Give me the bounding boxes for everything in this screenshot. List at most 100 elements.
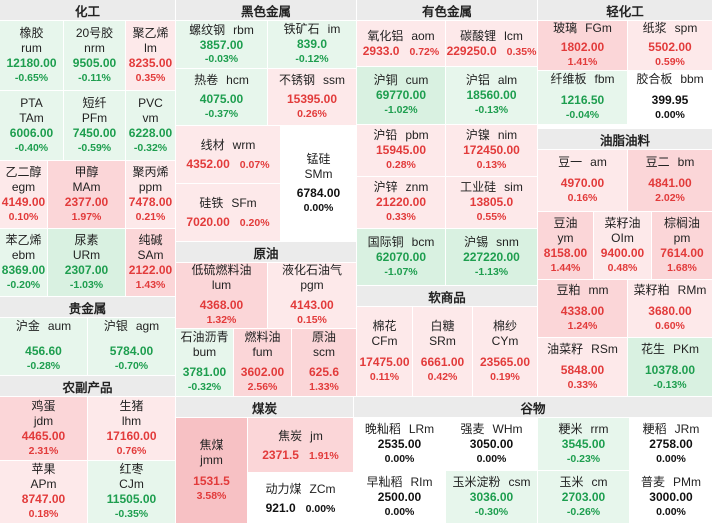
code: fbm [594,72,615,86]
tile-oim[interactable]: 菜籽油 OIm 9400.00 0.48% [594,212,652,280]
tile-snm[interactable]: 沪锡 snm 227220.00 -1.13% [446,229,538,286]
tile-ssm[interactable]: 不锈钢 ssm 15395.00 0.26% [268,69,357,126]
tile-rmm[interactable]: 菜籽粕 RMm 3680.00 0.60% [628,280,713,338]
tile-pbm[interactable]: 沪铅 pbm 15945.00 0.28% [357,125,446,177]
tile-urm[interactable]: 尿素 URm 2307.00 -1.03% [48,229,126,297]
tile-hcm[interactable]: 热卷 hcm 4075.00 -0.37% [176,69,268,126]
tile-fum[interactable]: 燃料油 fum 3602.00 2.56% [234,329,292,397]
tile-cm[interactable]: 玉米 cm 2703.00 -0.26% [538,471,630,524]
name: 花生 [640,341,665,356]
tile-nrm[interactable]: 20号胶 nrm 9505.00 -0.11% [64,21,126,91]
tile-alm[interactable]: 沪铝 alm 18560.00 -0.13% [446,67,538,125]
tile-agm[interactable]: 沪银 agm 5784.00 -0.70% [88,318,176,376]
code: pm [673,230,691,245]
tile-bbm[interactable]: 胶合板 bbm 399.95 0.00% [628,71,713,125]
tile-lhm[interactable]: 生猪 lhm 17160.00 0.76% [88,397,176,461]
tile-sfm[interactable]: 硅铁 SFm 7020.00 0.20% [176,184,281,242]
change: 0.35% [135,71,166,84]
tile-ppm[interactable]: 聚丙烯 ppm 7478.00 0.21% [126,161,176,229]
change: 0.48% [607,261,638,274]
tile-rbm[interactable]: 螺纹钢 rbm 3857.00 -0.03% [176,21,268,69]
tile-apm[interactable]: 苹果 APm 8747.00 0.18% [0,461,88,524]
price: 69770.00 [375,88,427,102]
tile-scm[interactable]: 原油 scm 625.6 1.33% [292,329,357,397]
value-row: 4352.00 0.07% [186,157,269,171]
value-row: 229250.0 0.35% [447,44,537,58]
tile-wrm[interactable]: 线材 wrm 4352.00 0.07% [176,126,281,184]
change: 0.00% [655,109,685,121]
tile-ym[interactable]: 豆油 ym 8158.00 1.44% [538,212,594,280]
tile-rsm[interactable]: 油菜籽 RSm 5848.00 0.33% [538,338,628,397]
tile-mam[interactable]: 甲醇 MAm 2377.00 1.97% [48,161,126,229]
code: vm [142,110,159,125]
change: -0.13% [653,378,687,391]
tile-im[interactable]: 铁矿石 im 839.0 -0.12% [268,21,357,69]
change: 1.41% [567,56,598,68]
tile-spm[interactable]: 纸浆 spm 5502.00 0.59% [628,21,713,71]
code: bum [192,345,217,359]
tile-fgm[interactable]: 玻璃 FGm 1802.00 1.41% [538,21,628,71]
name-row: 玉米 cm [559,475,607,490]
tile-lum[interactable]: 低硫燃料油 lum 4368.00 1.32% [176,263,268,329]
price: 1531.5 [193,473,230,488]
tile-csm[interactable]: 玉米淀粉 csm 3036.00 -0.30% [446,471,538,524]
tile-sim[interactable]: 工业硅 sim 13805.0 0.55% [446,177,538,229]
tile-bcm[interactable]: 国际铜 bcm 62070.00 -1.07% [357,229,446,286]
change: -0.40% [14,141,49,154]
tile-lrm[interactable]: 晚籼稻 LRm 2535.00 0.00% [354,418,446,471]
tile-rum[interactable]: 橡胶 rum 12180.00 -0.65% [0,21,64,91]
tile-pkm[interactable]: 花生 PKm 10378.00 -0.13% [628,338,713,397]
tile-vm[interactable]: PVC vm 6228.00 -0.32% [126,91,176,161]
change: 0.20% [239,217,270,229]
tile-zcm[interactable]: 动力煤 ZCm 921.0 0.00% [248,473,354,524]
tile-tam[interactable]: PTA TAm 6006.00 -0.40% [0,91,64,161]
tile-bum[interactable]: 石油沥青 bum 3781.00 -0.32% [176,329,234,397]
tile-cym[interactable]: 棉纱 CYm 23565.00 0.19% [473,307,538,397]
tile-srm[interactable]: 白糖 SRm 6661.00 0.42% [413,307,473,397]
price: 227220.00 [463,249,520,264]
change: -1.07% [384,265,418,278]
tile-jm[interactable]: 焦炭 jm 2371.5 1.91% [248,418,354,473]
tile-cjm[interactable]: 红枣 CJm 11505.00 -0.35% [88,461,176,524]
price: 62070.00 [375,249,427,264]
tile-egm[interactable]: 乙二醇 egm 4149.00 0.10% [0,161,48,229]
tile-am[interactable]: 豆一 am 4970.00 0.16% [538,150,628,212]
change: 1.97% [71,210,102,223]
change: 0.07% [239,159,270,171]
tile-aum[interactable]: 沪金 aum 456.60 -0.28% [0,318,88,376]
code: wrm [232,138,256,152]
tile-aom[interactable]: 氧化铝 aom 2933.0 0.72% [357,21,446,67]
tile-jdm[interactable]: 鸡蛋 jdm 4465.00 2.31% [0,397,88,461]
tile-ebm[interactable]: 苯乙烯 ebm 8369.00 -0.20% [0,229,48,297]
tile-rrm[interactable]: 粳米 rrm 3545.00 -0.23% [538,418,630,471]
tile-cfm[interactable]: 棉花 CFm 17475.00 0.11% [357,307,413,397]
code: pgm [300,278,324,292]
change: 0.59% [655,56,685,68]
tile-rim[interactable]: 早籼稻 RIm 2500.00 0.00% [354,471,446,524]
tile-smm[interactable]: 锰硅 SMm 6784.00 0.00% [281,126,357,242]
price: 8235.00 [128,55,173,70]
tile-pmm[interactable]: 普麦 PMm 3000.00 0.00% [630,471,713,524]
code: sim [504,180,523,194]
change: -0.30% [474,505,509,518]
tile-whm[interactable]: 强麦 WHm 3050.00 0.00% [446,418,538,471]
tile-jrm[interactable]: 粳稻 JRm 2758.00 0.00% [630,418,713,471]
tile-cum[interactable]: 沪铜 cum 69770.00 -1.02% [357,67,446,125]
tile-sam[interactable]: 纯碱 SAm 2122.00 1.43% [126,229,176,297]
tile-pgm[interactable]: 液化石油气 pgm 4143.00 0.15% [268,263,357,329]
tile-nim[interactable]: 沪镍 nim 172450.00 0.13% [446,125,538,177]
tile-fbm[interactable]: 纤维板 fbm 1216.50 -0.04% [538,71,628,125]
tile-pfm[interactable]: 短纤 PFm 7450.00 -0.59% [64,91,126,161]
tile-lcm[interactable]: 碳酸锂 lcm 229250.0 0.35% [446,21,538,67]
name-row: 菜籽粕 RMm [634,283,707,298]
tile-pm[interactable]: 棕榈油 pm 7614.00 1.68% [652,212,713,280]
name-row: 强麦 WHm [460,422,522,437]
tile-lm[interactable]: 聚乙烯 lm 8235.00 0.35% [126,21,176,91]
name: 硅铁 [199,196,224,210]
code: lcm [504,29,523,43]
tile-bm[interactable]: 豆二 bm 4841.00 2.02% [628,150,713,212]
price: 2933.0 [362,44,400,58]
tile-jmm[interactable]: 焦煤 jmm 1531.5 3.58% [176,418,248,524]
tile-znm[interactable]: 沪锌 znm 21220.00 0.33% [357,177,446,229]
tile-mm[interactable]: 豆粕 mm 4338.00 1.24% [538,280,628,338]
